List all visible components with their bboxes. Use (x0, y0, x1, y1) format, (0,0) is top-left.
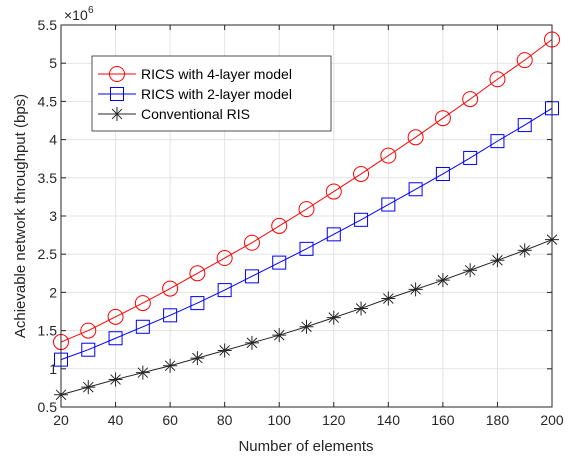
data-point (408, 182, 423, 197)
legend-item: RICS with 4-layer model (98, 66, 292, 82)
data-point (162, 280, 179, 297)
data-point (435, 273, 450, 288)
data-point (217, 283, 232, 298)
data-point (80, 322, 97, 339)
data-point (272, 255, 287, 270)
data-point (135, 365, 150, 380)
y-tick-label: 2.5 (38, 246, 58, 262)
legend-marker (110, 87, 124, 101)
y-axis-label: Achievable network throughput (bps) (12, 94, 29, 338)
data-point (108, 372, 123, 387)
x-tick-label: 40 (108, 412, 124, 428)
data-point (81, 380, 96, 395)
data-point (163, 358, 178, 373)
y-tick-label: 3 (49, 208, 57, 224)
x-tick-label: 20 (53, 412, 69, 428)
x-tick-label: 60 (162, 412, 178, 428)
data-point (298, 201, 315, 218)
data-point (326, 227, 341, 242)
data-point (490, 134, 505, 149)
data-point (517, 243, 532, 258)
legend-label: Conventional RIS (141, 106, 250, 122)
data-point (190, 296, 205, 311)
data-point (463, 263, 478, 278)
data-point (190, 351, 205, 366)
series-line (60, 39, 553, 343)
x-tick-label: 120 (322, 412, 346, 428)
data-point (463, 150, 478, 165)
data-point (299, 319, 314, 334)
data-point (381, 197, 396, 212)
x-tick-label: 80 (217, 412, 233, 428)
x-tick-label: 200 (540, 412, 564, 428)
data-point (353, 165, 370, 182)
x-tick-label: 180 (486, 412, 510, 428)
y-tick-label: 4 (49, 132, 57, 148)
y-tick-label: 0.5 (38, 399, 58, 415)
y-multiplier: ×10 6 (64, 5, 94, 23)
legend-item: RICS with 2-layer model (98, 86, 292, 102)
data-point (217, 343, 232, 358)
series-layer (53, 31, 560, 402)
axis-ticks: 20 40 60 80 100 120 140 160 180 200 0.5 1 1.5 2 2.5 3 3.… (38, 17, 564, 428)
data-point (243, 234, 260, 251)
data-point (163, 308, 178, 323)
y-multiplier-exponent: 6 (88, 5, 94, 16)
x-tick-label: 100 (268, 412, 292, 428)
data-point (135, 319, 150, 334)
y-multiplier-base: ×10 (64, 7, 88, 23)
legend-label: RICS with 2-layer model (141, 86, 292, 102)
data-point (408, 282, 423, 297)
data-point (134, 295, 151, 312)
x-axis-label: Number of elements (238, 438, 373, 455)
legend-marker (110, 107, 124, 121)
y-tick-label: 4.5 (38, 93, 58, 109)
data-point (189, 265, 206, 282)
data-point (271, 217, 288, 234)
data-point (81, 342, 96, 357)
data-point (108, 331, 123, 346)
data-point (516, 52, 533, 69)
data-point (434, 110, 451, 127)
x-tick-label: 160 (431, 412, 455, 428)
data-point (299, 241, 314, 256)
data-point (354, 212, 369, 227)
data-point (517, 118, 532, 133)
data-point (326, 310, 341, 325)
legend: RICS with 4-layer model RICS with 2-layer… (91, 55, 332, 132)
data-point (244, 335, 259, 350)
legend-label: RICS with 4-layer model (141, 66, 292, 82)
y-tick-label: 1.5 (38, 323, 58, 339)
data-point (489, 71, 506, 88)
y-tick-label: 5 (49, 55, 57, 71)
legend-marker (109, 66, 125, 82)
data-point (490, 253, 505, 268)
data-point (244, 269, 259, 284)
x-tick-label: 140 (377, 412, 401, 428)
data-point (325, 183, 342, 200)
legend-item: Conventional RIS (98, 106, 250, 122)
data-point (272, 328, 287, 343)
data-point (354, 301, 369, 316)
y-tick-label: 5.5 (38, 17, 58, 33)
series-asterisk (54, 232, 559, 402)
data-point (380, 147, 397, 164)
series-line (60, 107, 553, 361)
data-point (216, 250, 233, 267)
series-square (54, 101, 559, 367)
data-point (435, 166, 450, 181)
y-tick-label: 1 (49, 361, 57, 377)
data-point (107, 308, 124, 325)
data-point (462, 91, 479, 108)
y-tick-label: 3.5 (38, 170, 58, 186)
data-point (381, 291, 396, 306)
data-point (407, 129, 424, 146)
y-tick-label: 2 (49, 284, 57, 300)
